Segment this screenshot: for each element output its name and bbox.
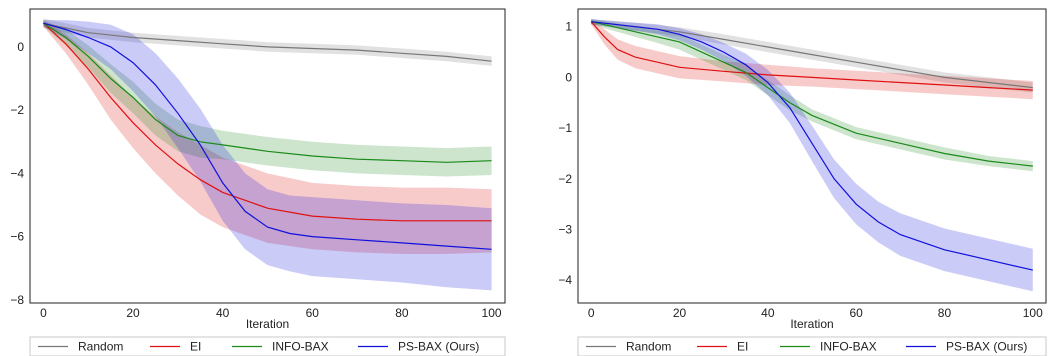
legend-label: EI xyxy=(190,340,201,354)
y-tick-label: 0 xyxy=(565,70,572,84)
x-tick-label: 20 xyxy=(673,306,687,320)
band-ei xyxy=(43,20,492,254)
x-tick-label: 0 xyxy=(588,306,595,320)
x-tick-label: 20 xyxy=(126,306,140,320)
legend: Random EI INFO-BAX PS-BAX (Ours) xyxy=(29,336,506,356)
band-info-bax xyxy=(591,19,1033,172)
line-ei xyxy=(42,22,492,222)
line-ei xyxy=(590,21,1033,91)
y-tick-label: −8 xyxy=(10,293,24,307)
legend-label: Random xyxy=(626,340,671,354)
band-random xyxy=(591,19,1033,93)
x-axis-label: Iteration xyxy=(790,317,833,331)
band-info-bax xyxy=(43,20,492,177)
x-tick-label: 60 xyxy=(849,306,863,320)
y-tick-label: 0 xyxy=(17,40,24,54)
y-tick-label: −6 xyxy=(10,230,24,244)
band-ps-bax-ours- xyxy=(591,19,1033,292)
x-tick-label: 40 xyxy=(216,306,230,320)
plot-frame xyxy=(29,8,506,304)
line-ps-bax-ours- xyxy=(43,22,492,250)
legend-box xyxy=(577,336,1047,356)
legend-label: INFO-BAX xyxy=(820,340,877,354)
legend-label: PS-BAX (Ours) xyxy=(946,340,1027,354)
line-info-bax xyxy=(591,21,1033,167)
legend-label: Random xyxy=(78,340,123,354)
x-tick-label: 80 xyxy=(938,306,952,320)
band-random xyxy=(43,18,492,66)
legend: Random EI INFO-BAX PS-BAX (Ours) xyxy=(577,336,1047,356)
x-tick-label: 40 xyxy=(761,306,775,320)
y-tick-label: −3 xyxy=(558,223,572,237)
x-axis-label: Iteration xyxy=(246,317,289,331)
chart-2: 0 20 40 60 80 100 1 0 −1 −2 −3 −4 Iteration Random EI I… xyxy=(558,8,1047,356)
legend-label: PS-BAX (Ours) xyxy=(398,340,479,354)
line-info-bax xyxy=(43,22,492,163)
x-tick-label: 100 xyxy=(1023,306,1043,320)
x-tick-label: 0 xyxy=(40,306,47,320)
x-tick-label: 100 xyxy=(482,306,502,320)
y-tick-label: −4 xyxy=(558,273,572,287)
legend-label: INFO-BAX xyxy=(272,340,329,354)
y-tick-label: −2 xyxy=(558,172,572,186)
x-tick-label: 60 xyxy=(306,306,320,320)
y-tick-label: −2 xyxy=(10,103,24,117)
y-tick-label: 1 xyxy=(565,20,572,34)
plot-frame xyxy=(577,8,1047,304)
x-tick-label: 80 xyxy=(395,306,409,320)
chart-1: 0 20 40 60 80 100 0 −2 −4 −6 −8 Iteration Random EI IN… xyxy=(10,8,506,356)
line-random xyxy=(43,22,492,62)
legend-box xyxy=(29,336,506,356)
y-tick-label: −1 xyxy=(558,121,572,135)
line-ps-bax-ours- xyxy=(591,21,1033,271)
band-ei xyxy=(591,19,1033,100)
y-tick-label: −4 xyxy=(10,166,24,180)
band-ps-bax-ours- xyxy=(43,20,492,291)
legend-label: EI xyxy=(737,340,748,354)
